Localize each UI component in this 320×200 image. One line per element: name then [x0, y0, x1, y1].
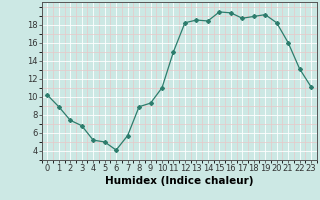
X-axis label: Humidex (Indice chaleur): Humidex (Indice chaleur)	[105, 176, 253, 186]
